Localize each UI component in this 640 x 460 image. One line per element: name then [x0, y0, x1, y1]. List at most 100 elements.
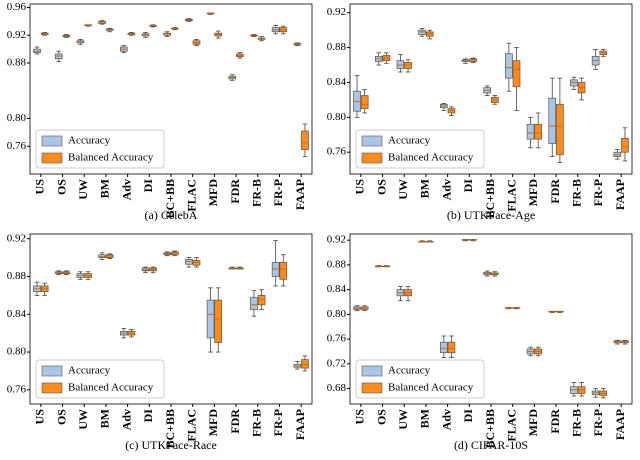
x-tick-label: FLAC [184, 179, 198, 212]
y-tick-label: 0.84 [327, 76, 347, 88]
y-tick-label: 0.76 [7, 140, 27, 152]
x-tick-label: Adv [119, 409, 133, 430]
legend-swatch [41, 365, 63, 377]
x-tick-label: US [33, 409, 47, 425]
legend-frame [355, 359, 485, 399]
y-tick-label: 0.88 [7, 270, 27, 282]
caption: (b) UTKFace-Age [447, 208, 535, 222]
y-tick-label: 0.80 [7, 112, 27, 124]
y-tick-label: 0.68 [327, 382, 347, 394]
x-tick-label: DI [141, 179, 155, 193]
x-tick-label: FAAP [613, 179, 627, 210]
legend-label: Accuracy [68, 135, 111, 147]
legend-label: Accuracy [388, 365, 431, 377]
x-tick-label: MFD [206, 409, 220, 437]
x-tick-label: MFD [206, 179, 220, 207]
caption: (c) UTKFace-Race [125, 438, 217, 452]
x-tick-label: FR-B [570, 179, 584, 207]
box [534, 123, 543, 140]
x-tick-label: FDR [548, 409, 562, 434]
x-tick-label: BM [98, 409, 112, 428]
y-tick-label: 0.92 [7, 232, 26, 244]
caption: (a) CelebA [145, 208, 198, 222]
legend-swatch [361, 135, 383, 147]
x-tick-label: FR-B [250, 409, 264, 437]
x-tick-label: BM [98, 179, 112, 198]
y-tick-label: 0.80 [327, 308, 347, 320]
x-tick-label: FDR [548, 179, 562, 204]
x-tick-label: BC+BB [163, 409, 177, 449]
y-tick-label: 0.76 [7, 383, 27, 395]
x-tick-label: DI [461, 179, 475, 193]
legend-swatch [361, 382, 383, 394]
x-tick-label: UW [76, 179, 90, 200]
x-tick-label: FDR [228, 179, 242, 204]
x-tick-label: BM [418, 179, 432, 198]
x-tick-label: OS [54, 409, 68, 425]
box [512, 60, 521, 88]
box [257, 295, 266, 306]
x-tick-label: FDR [228, 409, 242, 434]
x-tick-label: Adv [439, 409, 453, 430]
y-tick-label: 0.96 [7, 1, 27, 13]
x-tick-label: Adv [119, 179, 133, 200]
x-tick-label: BM [418, 409, 432, 428]
x-tick-label: DI [461, 409, 475, 423]
legend-frame [355, 129, 485, 169]
x-tick-label: FR-P [271, 409, 285, 436]
y-tick-label: 0.88 [7, 57, 27, 69]
box [505, 53, 513, 79]
y-tick-label: 0.76 [327, 333, 347, 345]
box [279, 261, 288, 280]
x-tick-label: MFD [526, 409, 540, 437]
x-tick-label: UW [76, 409, 90, 430]
box [556, 103, 564, 156]
box [621, 137, 629, 153]
legend-swatch [41, 135, 63, 147]
x-tick-label: FR-B [250, 179, 264, 207]
x-tick-label: FLAC [504, 179, 518, 212]
legend-label: Balanced Accuracy [388, 152, 474, 164]
x-tick-label: MFD [526, 179, 540, 207]
legend-label: Accuracy [68, 365, 111, 377]
legend-swatch [41, 382, 63, 394]
box [439, 341, 448, 354]
y-tick-label: 0.92 [7, 29, 26, 41]
legend-swatch [41, 152, 63, 164]
y-tick-label: 0.92 [327, 234, 346, 246]
x-tick-label: OS [374, 409, 388, 425]
y-tick-label: 0.92 [327, 6, 346, 18]
legend-label: Accuracy [388, 135, 431, 147]
legend-frame [35, 359, 165, 399]
x-tick-label: BC+BB [483, 179, 497, 219]
y-tick-label: 0.80 [327, 111, 347, 123]
box [447, 341, 456, 354]
x-tick-label: FLAC [504, 409, 518, 442]
x-tick-label: BC+BB [483, 409, 497, 449]
x-tick-label: FLAC [184, 409, 198, 442]
y-tick-label: 0.88 [327, 41, 347, 53]
box [301, 130, 309, 151]
box [526, 123, 535, 140]
x-tick-label: US [33, 179, 47, 195]
x-tick-label: OS [374, 179, 388, 195]
x-tick-label: BC+BB [163, 179, 177, 219]
x-tick-label: UW [396, 179, 410, 200]
x-tick-label: Adv [439, 179, 453, 200]
y-tick-label: 0.80 [7, 346, 27, 358]
box [250, 296, 258, 310]
box [548, 97, 557, 144]
legend-swatch [361, 152, 383, 164]
x-tick-label: DI [141, 409, 155, 423]
y-tick-label: 0.76 [327, 146, 347, 158]
x-tick-label: FR-B [570, 409, 584, 437]
box [360, 95, 369, 109]
legend-label: Balanced Accuracy [68, 382, 154, 394]
legend-frame [35, 129, 165, 169]
box [214, 299, 223, 343]
legend-label: Balanced Accuracy [388, 382, 474, 394]
y-tick-label: 0.84 [7, 308, 27, 320]
box [206, 299, 215, 339]
x-tick-label: UW [396, 409, 410, 430]
